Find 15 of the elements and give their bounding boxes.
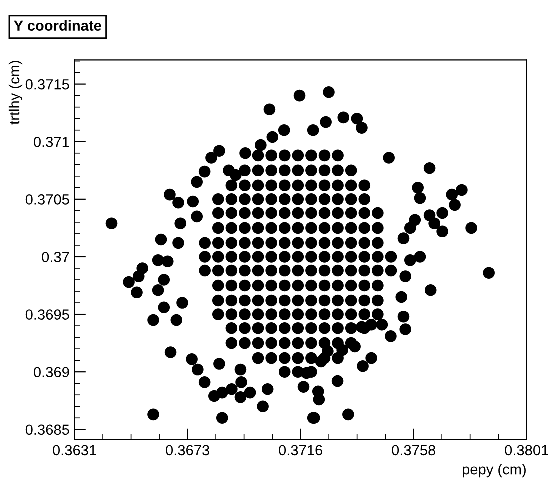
y-tick-label: 0.3685 — [26, 424, 70, 436]
x-tick-label: 0.3801 — [505, 445, 548, 456]
y-tick-label: 0.369 — [34, 367, 70, 378]
x-tick-label: 0.3631 — [53, 445, 96, 456]
y-tick-label: 0.371 — [34, 136, 70, 148]
y-axis-title: trtlhy (cm) — [8, 61, 23, 125]
chart-title: Y coordinate — [14, 20, 102, 32]
x-tick-label: 0.3673 — [166, 445, 210, 456]
y-tick-label: 0.3695 — [26, 310, 70, 320]
x-tick-label: 0.3716 — [279, 445, 322, 456]
y-tick-label: 0.37 — [42, 252, 70, 262]
x-axis-title: pepy (cm) — [462, 464, 526, 478]
y-tick-label: 0.3705 — [26, 194, 70, 205]
y-tick-label: 0.3715 — [26, 79, 70, 90]
x-tick-label: 0.3758 — [392, 445, 436, 456]
